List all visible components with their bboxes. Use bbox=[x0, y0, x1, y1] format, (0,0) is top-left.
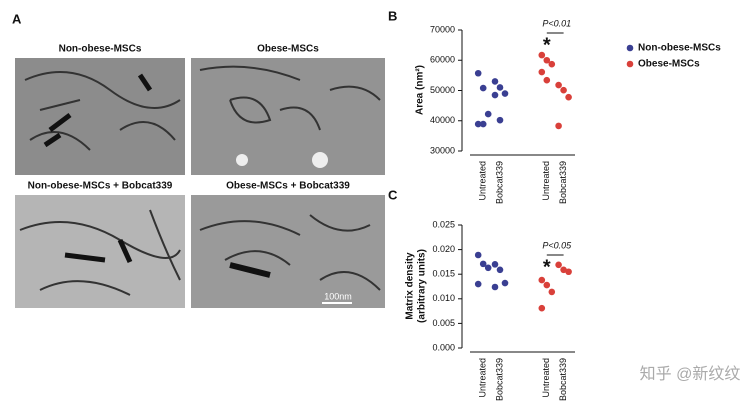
data-point bbox=[491, 91, 499, 99]
x-tick-label: Bobcat339 bbox=[494, 161, 504, 204]
x-tick-label: Untreated bbox=[478, 358, 488, 398]
y-axis-label: Area (nm²) bbox=[415, 65, 426, 115]
data-point bbox=[543, 56, 551, 64]
data-point bbox=[496, 266, 504, 274]
y-axis-label: Matrix density bbox=[405, 252, 416, 320]
y-tick-label: 40000 bbox=[430, 115, 455, 125]
y-tick-label: 0.000 bbox=[432, 342, 455, 352]
legend-swatch bbox=[626, 44, 634, 52]
data-point bbox=[538, 51, 546, 59]
annotation: P<0.01 bbox=[542, 18, 571, 28]
data-point bbox=[491, 283, 499, 291]
data-point bbox=[548, 60, 556, 68]
data-point bbox=[496, 116, 504, 124]
data-point bbox=[479, 84, 487, 92]
data-point bbox=[565, 93, 572, 101]
x-tick-label: Untreated bbox=[541, 358, 551, 398]
data-point bbox=[538, 68, 546, 76]
data-point bbox=[484, 110, 492, 118]
data-point bbox=[555, 261, 562, 269]
data-point bbox=[565, 268, 572, 276]
y-tick-label: 70000 bbox=[430, 24, 455, 34]
annotation: P<0.05 bbox=[542, 240, 572, 250]
panel-label: A bbox=[12, 11, 22, 26]
y-tick-label: 0.020 bbox=[432, 244, 455, 254]
data-point bbox=[479, 120, 487, 128]
y-tick-label: 50000 bbox=[430, 85, 455, 95]
watermark: 知乎 @新纹纹 bbox=[640, 365, 741, 383]
y-tick-label: 0.015 bbox=[432, 269, 455, 279]
data-point bbox=[538, 276, 546, 284]
image-title: Non-obese-MSCs bbox=[59, 44, 142, 55]
data-point bbox=[501, 279, 509, 287]
legend-swatch bbox=[626, 60, 634, 68]
data-point bbox=[496, 84, 504, 91]
micrographs bbox=[15, 58, 385, 308]
x-tick-label: Untreated bbox=[478, 161, 488, 201]
data-point bbox=[491, 78, 499, 85]
image-title: Obese-MSCs bbox=[257, 44, 319, 55]
image-title: Obese-MSCs + Bobcat339 bbox=[226, 181, 350, 192]
x-tick-label: Bobcat339 bbox=[558, 358, 568, 401]
data-point bbox=[479, 260, 487, 268]
data-point bbox=[555, 81, 562, 89]
image-title: Non-obese-MSCs + Bobcat339 bbox=[28, 181, 173, 192]
annotation: * bbox=[543, 256, 551, 278]
panel-label: B bbox=[388, 8, 397, 23]
x-tick-label: Bobcat339 bbox=[558, 161, 568, 204]
y-tick-label: 30000 bbox=[430, 145, 455, 155]
data-point bbox=[474, 120, 482, 128]
panel-label: C bbox=[388, 187, 398, 202]
data-point bbox=[543, 76, 551, 84]
data-point bbox=[560, 266, 567, 274]
y-tick-label: 0.005 bbox=[432, 318, 455, 328]
data-point bbox=[538, 304, 546, 312]
data-point bbox=[543, 281, 551, 289]
y-axis-label: (arbitrary units) bbox=[417, 249, 428, 323]
y-tick-label: 0.010 bbox=[432, 293, 455, 303]
data-point bbox=[491, 261, 499, 268]
x-tick-label: Untreated bbox=[541, 161, 551, 201]
legend-label: Non-obese-MSCs bbox=[638, 43, 721, 54]
data-point bbox=[474, 280, 482, 288]
data-point bbox=[474, 251, 482, 259]
data-point bbox=[548, 288, 556, 296]
data-point bbox=[560, 86, 567, 94]
legend-label: Obese-MSCs bbox=[638, 59, 700, 70]
y-tick-label: 60000 bbox=[430, 55, 455, 65]
scale-label: 100nm bbox=[324, 291, 352, 301]
data-point bbox=[501, 90, 509, 97]
x-tick-label: Bobcat339 bbox=[494, 358, 504, 401]
annotation: * bbox=[543, 34, 551, 56]
data-point bbox=[484, 264, 492, 272]
data-point bbox=[474, 69, 482, 77]
y-tick-label: 0.025 bbox=[432, 219, 455, 229]
data-point bbox=[555, 122, 562, 130]
